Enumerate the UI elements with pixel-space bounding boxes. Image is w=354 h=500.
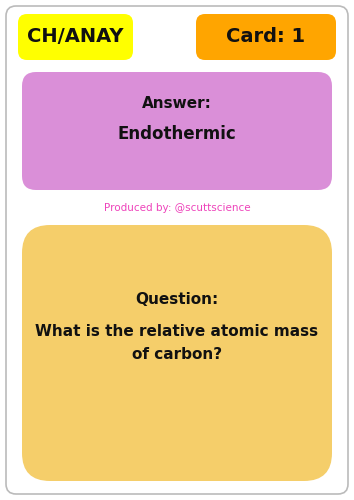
Text: Card: 1: Card: 1 — [227, 28, 306, 46]
Text: Answer:: Answer: — [142, 96, 212, 112]
Text: CH/ANAY: CH/ANAY — [27, 28, 124, 46]
FancyBboxPatch shape — [18, 14, 133, 60]
Text: Produced by: @scuttscience: Produced by: @scuttscience — [104, 203, 250, 213]
Text: What is the relative atomic mass
of carbon?: What is the relative atomic mass of carb… — [35, 324, 319, 362]
Text: Question:: Question: — [135, 292, 219, 308]
FancyBboxPatch shape — [6, 6, 348, 494]
FancyBboxPatch shape — [22, 225, 332, 481]
FancyBboxPatch shape — [22, 72, 332, 190]
Text: Endothermic: Endothermic — [118, 125, 236, 143]
FancyBboxPatch shape — [196, 14, 336, 60]
